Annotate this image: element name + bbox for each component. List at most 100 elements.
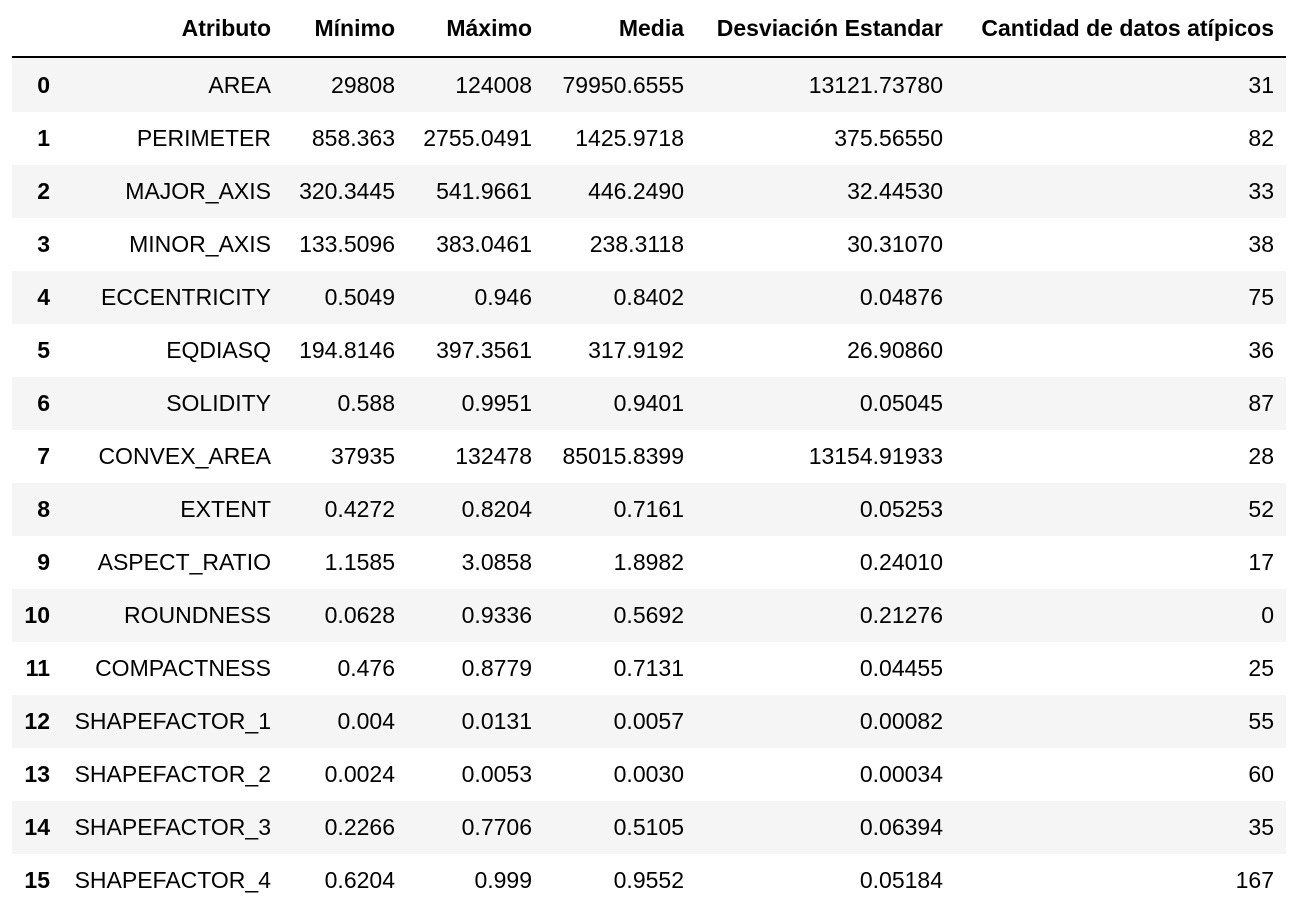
cell-desviacion: 0.21276 — [859, 602, 943, 628]
cell-minimo: 0.0024 — [324, 761, 395, 787]
table-row: 6 SOLIDITY 0.588 0.9951 0.9401 0.05045 87 — [12, 377, 1286, 430]
cell-minimo: 133.5096 — [299, 231, 395, 257]
column-header-desviacion: Desviación Estandar — [696, 0, 955, 58]
cell-media: 238.3118 — [589, 231, 684, 257]
cell-media: 0.0057 — [613, 708, 684, 734]
cell-desviacion: 0.00082 — [859, 708, 943, 734]
cell-atipicos: 31 — [1248, 71, 1274, 98]
cell-desviacion: 13121.73780 — [808, 71, 943, 98]
cell-atipicos: 87 — [1248, 390, 1274, 416]
cell-maximo: 0.0131 — [461, 708, 532, 734]
cell-maximo: 0.9336 — [461, 602, 532, 628]
cell-media: 1.8982 — [613, 549, 684, 575]
cell-media: 0.8402 — [613, 284, 684, 310]
column-header-maximo: Máximo — [407, 0, 544, 58]
cell-desviacion: 0.05253 — [859, 496, 943, 522]
table-row: 5 EQDIASQ 194.8146 397.3561 317.9192 26.90860… — [12, 324, 1286, 377]
row-index: 7 — [37, 443, 50, 469]
cell-desviacion: 0.06394 — [859, 814, 943, 840]
cell-atipicos: 36 — [1248, 337, 1274, 363]
cell-atributo: EQDIASQ — [166, 337, 271, 363]
cell-atipicos: 28 — [1248, 443, 1274, 469]
cell-atipicos: 55 — [1248, 708, 1274, 734]
cell-atipicos: 75 — [1248, 284, 1274, 310]
cell-maximo: 124008 — [455, 71, 532, 98]
cell-desviacion: 0.00034 — [859, 761, 943, 787]
cell-minimo: 0.2266 — [324, 814, 395, 840]
cell-media: 0.5105 — [613, 814, 684, 840]
row-index: 6 — [37, 390, 50, 416]
cell-minimo: 0.588 — [337, 390, 395, 416]
cell-maximo: 383.0461 — [436, 231, 532, 257]
cell-minimo: 858.363 — [311, 125, 395, 151]
cell-atipicos: 17 — [1248, 549, 1274, 575]
cell-maximo: 541.9661 — [436, 178, 532, 204]
cell-maximo: 0.7706 — [461, 814, 532, 840]
cell-atributo: AREA — [208, 71, 271, 98]
cell-minimo: 0.4272 — [324, 496, 395, 522]
row-index: 4 — [37, 284, 50, 310]
cell-media: 0.0030 — [613, 761, 684, 787]
column-header-index — [12, 0, 62, 58]
cell-media: 0.5692 — [613, 602, 684, 628]
cell-maximo: 0.946 — [474, 284, 532, 310]
cell-media: 79950.6555 — [562, 71, 684, 98]
cell-atributo: PERIMETER — [136, 125, 271, 151]
cell-atipicos: 25 — [1248, 655, 1274, 681]
table-row: 9 ASPECT_RATIO 1.1585 3.0858 1.8982 0.24010 17 — [12, 536, 1286, 589]
summary-statistics-table: Atributo Mínimo Máximo Media Desviación Esta… — [12, 0, 1286, 907]
cell-atributo: CONVEX_AREA — [98, 443, 271, 469]
cell-desviacion: 375.56550 — [834, 125, 943, 151]
row-index: 15 — [24, 867, 50, 893]
cell-atributo: COMPACTNESS — [95, 655, 271, 681]
table-row: 0 AREA 29808 124008 79950.6555 13121.73780 31 — [12, 57, 1286, 112]
cell-minimo: 1.1585 — [324, 549, 395, 575]
cell-minimo: 0.6204 — [324, 867, 395, 893]
column-header-minimo: Mínimo — [283, 0, 407, 58]
cell-atributo: ROUNDNESS — [124, 602, 271, 628]
cell-minimo: 0.5049 — [324, 284, 395, 310]
row-index: 14 — [24, 814, 50, 840]
row-index: 5 — [37, 337, 50, 363]
cell-desviacion: 0.24010 — [859, 549, 943, 575]
table-row: 7 CONVEX_AREA 37935 132478 85015.8399 13154.9… — [12, 430, 1286, 483]
table-row: 3 MINOR_AXIS 133.5096 383.0461 238.3118 30.31… — [12, 218, 1286, 271]
cell-maximo: 397.3561 — [436, 337, 532, 363]
header-row: Atributo Mínimo Máximo Media Desviación Esta… — [12, 0, 1286, 58]
cell-media: 317.9192 — [588, 337, 684, 363]
cell-desviacion: 0.05184 — [859, 867, 943, 893]
cell-atipicos: 167 — [1235, 867, 1274, 893]
cell-minimo: 320.3445 — [299, 178, 395, 204]
row-index: 10 — [24, 602, 50, 628]
cell-desviacion: 0.05045 — [859, 390, 943, 416]
table-row: 8 EXTENT 0.4272 0.8204 0.7161 0.05253 52 — [12, 483, 1286, 536]
cell-maximo: 0.8779 — [461, 655, 532, 681]
dataframe-output: Atributo Mínimo Máximo Media Desviación Esta… — [12, 0, 1286, 907]
cell-atributo: ASPECT_RATIO — [97, 549, 271, 575]
cell-atributo: EXTENT — [180, 496, 271, 522]
cell-atipicos: 60 — [1248, 761, 1274, 787]
column-header-atipicos: Cantidad de datos atípicos — [955, 0, 1286, 58]
cell-media: 1425.9718 — [575, 125, 684, 151]
table-row: 15 SHAPEFACTOR_4 0.6204 0.999 0.9552 0.05184 1… — [12, 854, 1286, 907]
cell-minimo: 0.0628 — [324, 602, 395, 628]
cell-desviacion: 0.04455 — [859, 655, 943, 681]
table-body: 0 AREA 29808 124008 79950.6555 13121.73780 31 1… — [12, 57, 1286, 907]
table-row: 10 ROUNDNESS 0.0628 0.9336 0.5692 0.21276 0 — [12, 589, 1286, 642]
cell-atipicos: 38 — [1248, 231, 1274, 257]
table-row: 11 COMPACTNESS 0.476 0.8779 0.7131 0.04455 25 — [12, 642, 1286, 695]
row-index: 13 — [24, 761, 50, 787]
cell-desviacion: 32.44530 — [847, 178, 943, 204]
cell-media: 85015.8399 — [562, 443, 684, 469]
cell-media: 0.7131 — [613, 655, 684, 681]
row-index: 11 — [25, 655, 50, 681]
cell-minimo: 0.476 — [337, 655, 395, 681]
cell-desviacion: 26.90860 — [847, 337, 943, 363]
cell-atributo: SOLIDITY — [166, 390, 271, 416]
cell-minimo: 194.8146 — [299, 337, 395, 363]
row-index: 0 — [37, 71, 50, 98]
table-row: 14 SHAPEFACTOR_3 0.2266 0.7706 0.5105 0.06394… — [12, 801, 1286, 854]
table-row: 12 SHAPEFACTOR_1 0.004 0.0131 0.0057 0.00082 5… — [12, 695, 1286, 748]
column-header-media: Media — [544, 0, 696, 58]
cell-atributo: ECCENTRICITY — [101, 284, 271, 310]
